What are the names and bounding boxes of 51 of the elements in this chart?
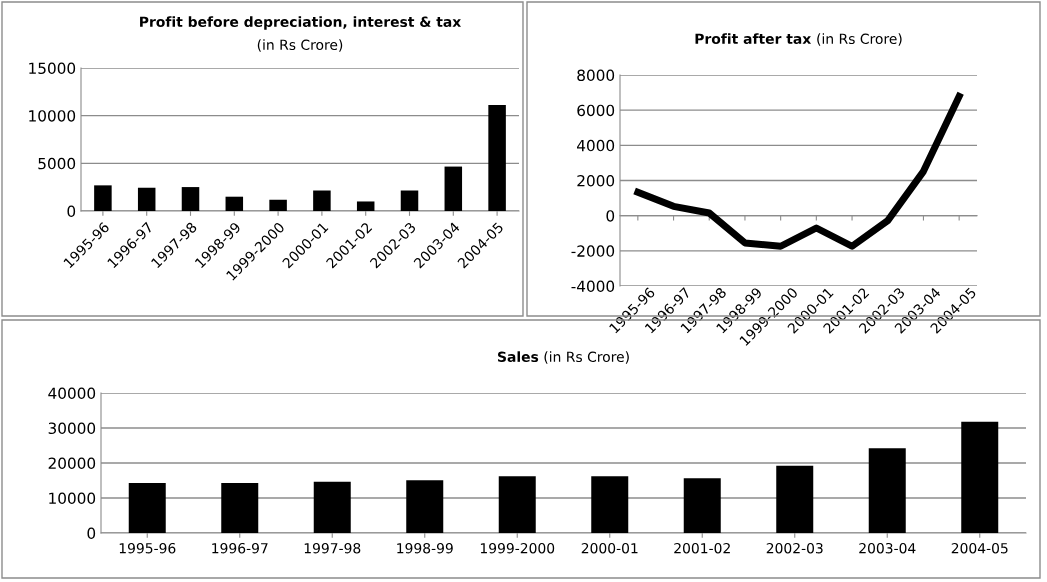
bar <box>961 421 999 533</box>
y-tick-label: 10000 <box>29 110 76 122</box>
bar <box>181 187 200 211</box>
x-tick-label: 1997-98 <box>304 542 361 554</box>
x-tick-label: 1996-97 <box>212 542 268 554</box>
x-tick-label: 2003-04 <box>859 542 916 554</box>
bar <box>683 478 721 533</box>
bar <box>400 190 419 211</box>
chart-title: Sales <box>498 351 539 363</box>
bar <box>488 105 506 211</box>
bar <box>221 482 259 533</box>
bar <box>356 201 375 211</box>
bar <box>444 166 463 211</box>
y-tick-label: 20000 <box>48 457 96 470</box>
y-tick-label: 0 <box>67 205 76 218</box>
x-tick-label: 1995-96 <box>119 542 176 554</box>
bar <box>868 448 906 533</box>
chart-title: Profit after tax <box>695 33 812 45</box>
x-tick-label: 2001-02 <box>674 542 730 554</box>
y-tick-label: -2000 <box>571 245 615 257</box>
bar <box>225 196 244 211</box>
bar <box>313 481 351 533</box>
bar <box>269 199 287 211</box>
x-tick-label: 2004-05 <box>951 542 1008 554</box>
y-tick-label: 8000 <box>577 69 615 82</box>
chart-subtitle: (in Rs Crore) <box>544 351 629 364</box>
chart-subtitle: (in Rs Crore) <box>817 33 902 46</box>
chart-subtitle: (in Rs Crore) <box>257 39 343 52</box>
x-tick-label: 1998-99 <box>397 542 453 554</box>
bar <box>94 185 112 211</box>
x-tick-label: 2000-01 <box>581 542 638 554</box>
y-tick-label: 0 <box>606 210 615 222</box>
bar <box>498 476 536 533</box>
y-tick-label: 30000 <box>48 422 96 435</box>
x-tick-label: 1999-2000 <box>480 542 555 554</box>
bar <box>591 476 629 533</box>
y-tick-label: 40000 <box>48 387 96 400</box>
bar <box>128 482 166 533</box>
chart-title: Profit before depreciation, interest & tax <box>140 16 461 30</box>
y-tick-label: 5000 <box>38 157 76 170</box>
y-tick-label: 15000 <box>29 62 76 75</box>
y-tick-label: 0 <box>87 527 96 540</box>
bar <box>137 187 156 211</box>
y-tick-label: 2000 <box>577 174 615 187</box>
bar <box>776 465 814 533</box>
y-tick-label: 10000 <box>49 492 96 505</box>
y-tick-label: 4000 <box>577 139 615 152</box>
x-tick-label: 2002-03 <box>766 542 823 554</box>
y-tick-label: 6000 <box>577 104 615 117</box>
bar <box>406 480 444 533</box>
bar <box>313 190 331 211</box>
